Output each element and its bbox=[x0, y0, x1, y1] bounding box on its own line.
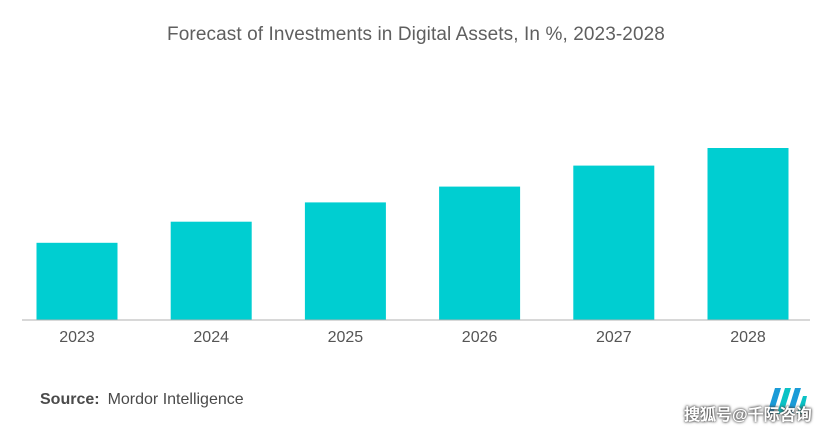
bar-2023 bbox=[36, 242, 118, 320]
bar-2027 bbox=[573, 165, 655, 320]
x-tick-label-2028: 2028 bbox=[730, 329, 766, 346]
x-tick-label-2027: 2027 bbox=[596, 329, 632, 346]
chart-title: Forecast of Investments in Digital Asset… bbox=[167, 24, 665, 45]
mordor-intelligence-logo-icon bbox=[767, 388, 807, 414]
source-note: Source: Mordor Intelligence bbox=[40, 391, 244, 409]
x-tick-label-2023: 2023 bbox=[59, 329, 95, 346]
x-tick-label-2025: 2025 bbox=[328, 329, 364, 346]
x-tick-label-2024: 2024 bbox=[193, 329, 229, 346]
source-value: Mordor Intelligence bbox=[107, 391, 244, 408]
bar-2028 bbox=[707, 148, 789, 320]
x-tick-labels: 2023 2024 2025 2026 2027 2028 bbox=[59, 329, 766, 346]
bar-2025 bbox=[304, 202, 386, 320]
bar-2024 bbox=[170, 221, 252, 320]
bars-group bbox=[36, 148, 789, 320]
watermark-text: 搜狐号@千际咨询 bbox=[684, 407, 812, 424]
bar-2026 bbox=[439, 186, 521, 320]
x-tick-label-2026: 2026 bbox=[462, 329, 498, 346]
source-label: Source: bbox=[40, 391, 100, 408]
